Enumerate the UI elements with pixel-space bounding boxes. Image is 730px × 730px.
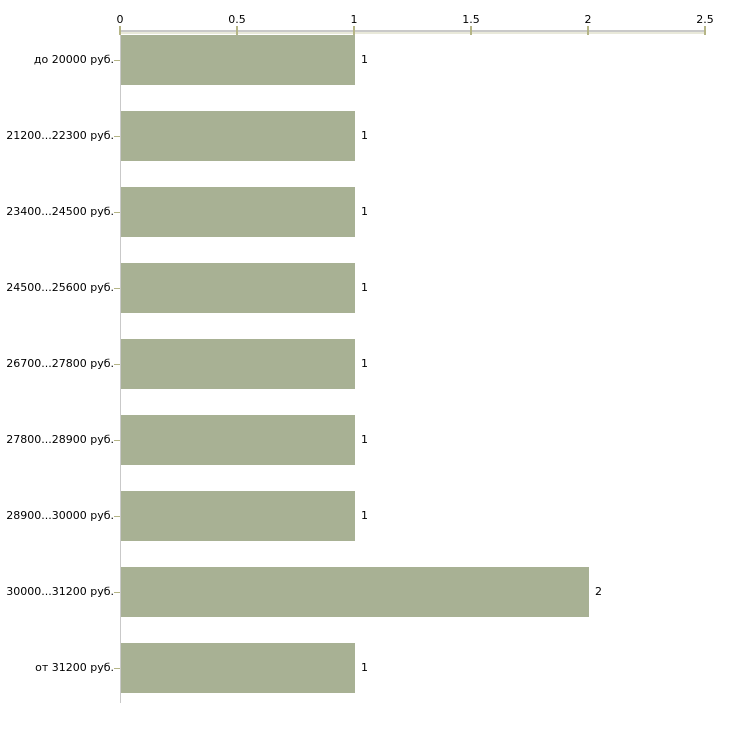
x-axis-line (120, 30, 705, 32)
category-label: 27800...28900 руб. (6, 433, 114, 446)
bar-value-label: 1 (361, 509, 368, 522)
x-tick-mark (119, 26, 121, 35)
x-tick-mark (470, 26, 472, 35)
y-axis-line (120, 30, 121, 703)
category-label: 24500...25600 руб. (6, 281, 114, 294)
y-tick-mark (114, 136, 120, 137)
x-axis-subline (120, 32, 705, 34)
y-tick-mark (114, 668, 120, 669)
category-label: 30000...31200 руб. (6, 585, 114, 598)
y-tick-mark (114, 212, 120, 213)
bar-value-label: 1 (361, 661, 368, 674)
bar (121, 187, 355, 237)
category-label: 28900...30000 руб. (6, 509, 114, 522)
bar-value-label: 2 (595, 585, 602, 598)
bar-value-label: 1 (361, 433, 368, 446)
bar (121, 643, 355, 693)
y-tick-mark (114, 592, 120, 593)
bar (121, 339, 355, 389)
x-axis-tick-label: 2 (584, 13, 592, 26)
bar-value-label: 1 (361, 205, 368, 218)
x-axis-tick-label: 0.5 (228, 13, 246, 26)
category-label: от 31200 руб. (35, 661, 114, 674)
x-tick-mark (704, 26, 706, 35)
y-tick-mark (114, 440, 120, 441)
category-label: до 20000 руб. (33, 53, 114, 66)
category-label: 26700...27800 руб. (6, 357, 114, 370)
bar-value-label: 1 (361, 357, 368, 370)
bar-value-label: 1 (361, 281, 368, 294)
x-tick-mark (236, 26, 238, 35)
bar (121, 567, 589, 617)
x-axis-tick-label: 0 (116, 13, 124, 26)
y-tick-mark (114, 288, 120, 289)
x-tick-mark (353, 26, 355, 35)
x-tick-mark (587, 26, 589, 35)
category-label: 21200...22300 руб. (6, 129, 114, 142)
bar (121, 491, 355, 541)
y-tick-mark (114, 364, 120, 365)
bar-value-label: 1 (361, 129, 368, 142)
bar-value-label: 1 (361, 53, 368, 66)
x-axis-tick-label: 1 (350, 13, 358, 26)
bar (121, 111, 355, 161)
bar (121, 263, 355, 313)
bar (121, 35, 355, 85)
x-axis-tick-label: 2.5 (696, 13, 714, 26)
y-tick-mark (114, 516, 120, 517)
bar (121, 415, 355, 465)
category-label: 23400...24500 руб. (6, 205, 114, 218)
x-axis-tick-label: 1.5 (462, 13, 480, 26)
y-tick-mark (114, 60, 120, 61)
